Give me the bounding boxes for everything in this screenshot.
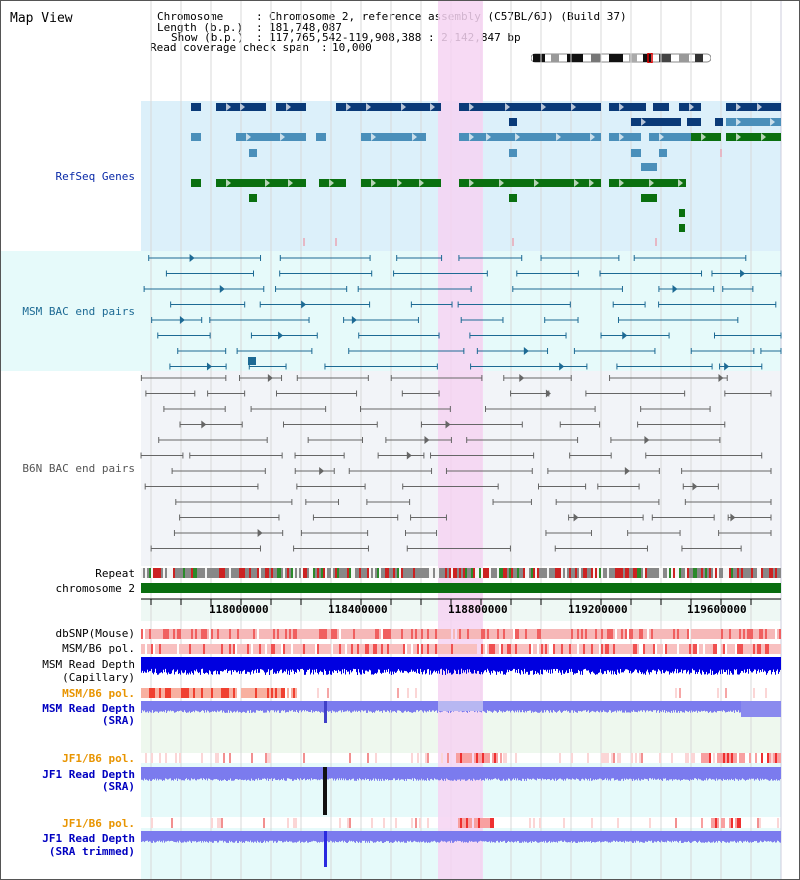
- track-label-jf1-depth: JF1 Read Depth: [42, 768, 135, 781]
- gene-feature: [609, 103, 646, 111]
- gene-feature: [726, 118, 781, 126]
- gene-feature: [336, 103, 441, 111]
- track-label-jf1-trim-sub: (SRA trimmed): [49, 845, 135, 858]
- length-value: 181,748,087: [269, 21, 342, 34]
- msm-bac-pair: [248, 357, 256, 365]
- gene-feature: [509, 118, 517, 126]
- gene-feature: [631, 149, 641, 157]
- gene-feature: [659, 149, 667, 157]
- gene-feature: [249, 149, 257, 157]
- axis-tick-label: 119200000: [568, 603, 628, 616]
- gene-feature: [679, 209, 685, 217]
- gene-feature: [726, 103, 781, 111]
- track-label-repeat: Repeat: [95, 567, 135, 580]
- track-label-msm-depth-cap-sub: (Capillary): [62, 671, 135, 684]
- track-label-jf1-pol-2: JF1/B6 pol.: [62, 817, 135, 830]
- axis-tick-label: 118800000: [448, 603, 508, 616]
- track-label-msm-bac: MSM BAC end pairs: [22, 305, 135, 318]
- show-key: Show (b.p.): [171, 31, 244, 44]
- track-label-msm-depth-sra: MSM Read Depth: [42, 702, 135, 715]
- axis-tick-label: 119600000: [687, 603, 747, 616]
- track-label-chromosome: chromosome 2: [56, 582, 135, 595]
- depth-spike: [324, 701, 327, 723]
- gene-feature: [649, 133, 691, 141]
- gene-feature: [609, 133, 641, 141]
- gene-feature: [679, 224, 685, 232]
- axis-tick-label: 118400000: [328, 603, 388, 616]
- track-label-refseq: RefSeq Genes: [56, 170, 135, 183]
- gene-feature: [191, 133, 201, 141]
- page-title: Map View: [10, 11, 73, 26]
- length-key: Length (b.p.): [157, 21, 244, 34]
- gene-feature: [726, 133, 781, 141]
- gene-feature: [361, 133, 426, 141]
- gene-feature: [459, 179, 601, 187]
- chromosome-key: Chromosome: [157, 10, 224, 23]
- axis-tick-label: 118000000: [209, 603, 269, 616]
- gene-feature: [631, 118, 681, 126]
- gene-feature: [509, 149, 517, 157]
- chromosome-bar: [141, 583, 781, 593]
- gene-feature: [191, 179, 201, 187]
- gene-feature: [459, 133, 601, 141]
- gene-feature: [459, 103, 601, 111]
- gene-feature: [641, 194, 657, 202]
- gene-feature: [236, 133, 306, 141]
- gene-feature: [653, 103, 669, 111]
- track-label-jf1-depth-sub: (SRA): [102, 780, 135, 793]
- track-label-jf1-pol-1: JF1/B6 pol.: [62, 752, 135, 765]
- track-label-msm-b6-pol-2: MSM/B6 pol.: [62, 687, 135, 700]
- span-value: 10,000: [332, 41, 372, 54]
- gene-feature: [249, 194, 257, 202]
- gene-feature: [316, 133, 326, 141]
- gene-feature: [687, 118, 701, 126]
- gene-feature: [216, 179, 306, 187]
- track-label-msm-depth-sra-sub: (SRA): [102, 714, 135, 727]
- track-label-msm-b6-pol-1: MSM/B6 pol.: [62, 642, 135, 655]
- track-label-msm-depth-cap: MSM Read Depth: [42, 658, 135, 671]
- chromosome-ideogram[interactable]: [531, 53, 711, 63]
- track-label-dbsnp: dbSNP(Mouse): [56, 627, 135, 640]
- gene-feature: [715, 118, 723, 126]
- gene-feature: [191, 103, 201, 111]
- depth-spike: [324, 831, 327, 867]
- gene-feature: [641, 163, 657, 171]
- gene-feature: [609, 179, 686, 187]
- track-label-jf1-trim: JF1 Read Depth: [42, 832, 135, 845]
- depth-spike: [323, 767, 327, 815]
- span-key: Read coverage check span: [150, 41, 309, 54]
- track-label-b6n-bac: B6N BAC end pairs: [22, 462, 135, 475]
- gene-feature: [509, 194, 517, 202]
